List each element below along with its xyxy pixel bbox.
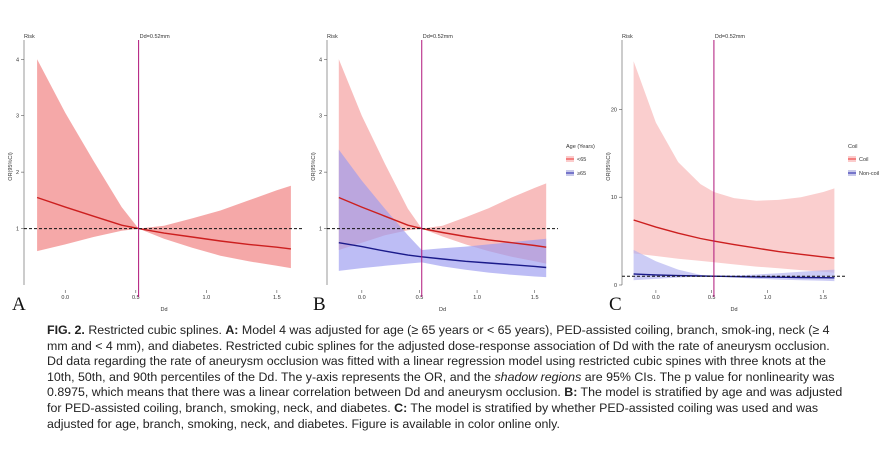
panel-b-legend-label: ≥65 bbox=[577, 171, 586, 177]
panel-c-x-tick-label: 1.5 bbox=[819, 295, 827, 301]
caption-b-label: B: bbox=[564, 385, 578, 400]
panel-c-legend-title: Coil bbox=[848, 144, 857, 150]
panel-c-ci-band-0 bbox=[633, 61, 835, 273]
panel-c-y-tick-label: 10 bbox=[611, 195, 617, 201]
panel-a-y-axis-label: OR(95%CI) bbox=[8, 152, 14, 181]
panel-letter-a: A bbox=[12, 294, 26, 315]
panel-c-y-axis-label: OR(95%CI) bbox=[606, 152, 612, 181]
panel-a-ci-band-0 bbox=[37, 59, 291, 269]
panel-b-legend-title: Age (Years) bbox=[566, 144, 595, 150]
caption-a-text: Model 4 was adjusted for age (≥ 65 years… bbox=[47, 323, 830, 384]
panel-b-x-tick-label: 1.0 bbox=[473, 295, 481, 301]
caption-c-text: The model is stratified by whether PED-a… bbox=[47, 400, 819, 431]
panel-b-risk-label: Risk bbox=[327, 34, 338, 40]
caption-shadow-regions: shadow regions bbox=[494, 369, 582, 384]
panel-c-legend-label: Coil bbox=[859, 157, 868, 163]
panel-b-legend-label: <65 bbox=[577, 157, 586, 163]
panel-b-x-tick-label: 1.5 bbox=[531, 295, 539, 301]
panel-a-risk-label: Risk bbox=[24, 34, 35, 40]
caption-a-label: A: bbox=[225, 323, 239, 337]
panel-a-y-tick-label: 4 bbox=[16, 57, 19, 63]
panel-a-x-tick-label: 1.5 bbox=[273, 295, 281, 301]
caption-fig-label: FIG. 2. bbox=[47, 323, 85, 337]
panel-b-series-line-1 bbox=[338, 242, 547, 269]
panel-c-legend-label: Non-coil bbox=[859, 171, 879, 177]
panel-c-risk-label: Risk bbox=[622, 34, 633, 40]
caption-a-text2: are 95% CIs. The p value for nonlinearit… bbox=[47, 369, 835, 400]
panel-letter-c: C bbox=[609, 294, 622, 315]
panel-b-x-axis-label: Dd bbox=[439, 307, 446, 313]
panel-letter-b: B bbox=[313, 294, 326, 315]
caption-intro: Restricted cubic splines. bbox=[84, 323, 226, 337]
caption-c-label: C: bbox=[394, 400, 408, 415]
panel-c-x-tick-label: 0.5 bbox=[708, 295, 716, 301]
panel-a-x-tick-label: 1.0 bbox=[202, 295, 210, 301]
panel-a-x-tick-label: 0.5 bbox=[132, 295, 140, 301]
figure-svg: 1 2 3 4 0.0 0.5 1.0 1.5 Dd OR(95%CI) Risk Dd=0.52mm… bbox=[8, 34, 879, 313]
panel-b-series-line-0 bbox=[338, 196, 547, 248]
panel-c-cutoff-label: Dd=0.52mm bbox=[715, 34, 746, 40]
panel-c-x-tick-label: 1.0 bbox=[764, 295, 772, 301]
panel-a-y-tick-label: 3 bbox=[16, 114, 19, 120]
figure: 1 2 3 4 0.0 0.5 1.0 1.5 Dd OR(95%CI) Risk Dd=0.52mm… bbox=[8, 34, 879, 315]
panel-c-x-axis-label: Dd bbox=[730, 307, 737, 313]
panel-a-x-tick-label: 0.0 bbox=[61, 295, 69, 301]
panel-c-y-tick-label: 20 bbox=[611, 107, 617, 113]
panel-b-x-tick-label: 0.0 bbox=[358, 295, 366, 301]
panel-b-y-tick-label: 3 bbox=[319, 114, 322, 120]
panel-b-y-tick-label: 1 bbox=[319, 227, 322, 233]
panel-a-y-tick-label: 2 bbox=[16, 170, 19, 176]
panel-b-ci-band-1 bbox=[338, 149, 547, 278]
panel-b-y-tick-label: 4 bbox=[319, 57, 322, 63]
panel-b-ci-band-0 bbox=[338, 59, 547, 264]
panel-a-y-tick-label: 1 bbox=[16, 227, 19, 233]
panel-a-cutoff-label: Dd=0.52mm bbox=[140, 34, 171, 40]
panel-c-ci-band-1 bbox=[633, 249, 835, 282]
panel-c-y-tick-label: 0 bbox=[614, 283, 617, 289]
panel-a-x-axis-label: Dd bbox=[160, 307, 167, 313]
panel-b-y-axis-label: OR(95%CI) bbox=[311, 152, 317, 181]
panel-b-x-tick-label: 0.5 bbox=[416, 295, 424, 301]
panel-b-y-tick-label: 2 bbox=[319, 170, 322, 176]
panel-a-series-line-0 bbox=[36, 196, 291, 250]
panel-c-series-line-0 bbox=[633, 219, 835, 259]
panel-b-cutoff-label: Dd=0.52mm bbox=[423, 34, 454, 40]
caption-b-text: The model is stratified by age and was a… bbox=[47, 385, 843, 415]
panel-c-x-tick-label: 0.0 bbox=[652, 295, 660, 301]
figure-caption: FIG. 2. Restricted cubic splines. A: Mod… bbox=[47, 323, 847, 432]
